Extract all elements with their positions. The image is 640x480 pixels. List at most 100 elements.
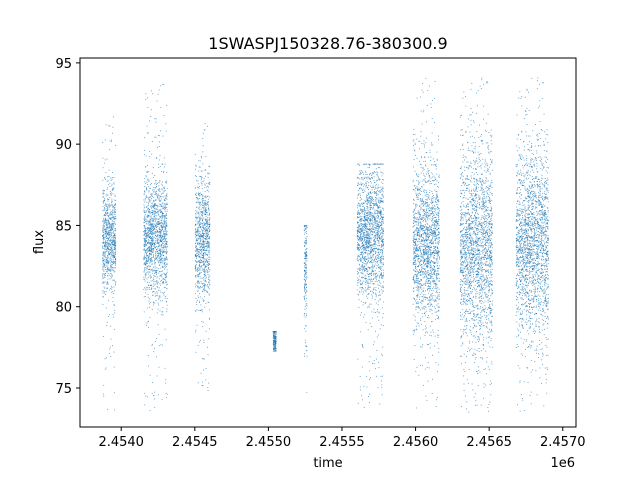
data-point xyxy=(146,227,148,229)
data-point xyxy=(372,256,374,258)
data-point xyxy=(199,186,201,187)
data-point xyxy=(368,274,369,275)
data-point xyxy=(364,237,366,239)
data-point xyxy=(151,193,153,194)
data-point xyxy=(362,210,364,212)
data-point xyxy=(105,291,107,292)
data-point xyxy=(161,216,163,218)
data-point xyxy=(149,256,151,258)
data-point xyxy=(165,207,167,209)
data-point xyxy=(375,312,376,314)
data-point xyxy=(207,201,209,203)
data-point xyxy=(304,240,306,242)
data-point xyxy=(111,201,113,203)
data-point xyxy=(144,257,146,259)
data-point xyxy=(146,179,148,181)
data-point xyxy=(165,275,167,277)
data-point xyxy=(372,271,374,273)
data-point xyxy=(164,263,166,265)
data-point xyxy=(155,199,157,201)
data-point xyxy=(369,199,371,201)
data-point xyxy=(165,253,167,255)
data-point xyxy=(195,245,197,247)
data-point xyxy=(365,231,367,233)
data-point xyxy=(206,222,208,224)
data-point xyxy=(369,253,371,255)
data-point xyxy=(195,351,197,353)
data-point xyxy=(369,172,371,174)
data-point xyxy=(305,278,307,280)
data-point xyxy=(196,165,198,167)
data-point xyxy=(367,245,369,247)
data-point xyxy=(197,229,199,231)
data-point xyxy=(364,234,366,236)
data-point xyxy=(359,173,361,175)
data-point xyxy=(371,215,373,217)
data-point xyxy=(356,258,358,260)
data-point xyxy=(151,245,152,247)
data-point xyxy=(305,272,307,273)
data-point xyxy=(303,296,305,298)
data-point xyxy=(200,277,202,279)
data-point xyxy=(151,209,153,211)
data-point xyxy=(160,280,162,282)
data-point xyxy=(105,213,107,215)
data-point xyxy=(369,267,371,269)
data-point xyxy=(163,262,165,264)
data-point xyxy=(377,316,379,318)
data-point xyxy=(378,242,380,244)
data-point xyxy=(165,282,167,284)
data-point xyxy=(106,270,108,272)
data-point xyxy=(205,216,207,218)
data-point xyxy=(150,253,152,255)
data-point xyxy=(361,291,363,293)
data-point xyxy=(306,226,308,228)
data-point xyxy=(373,236,375,238)
data-point xyxy=(202,246,203,248)
data-point xyxy=(113,116,114,118)
data-point xyxy=(156,375,158,377)
data-point xyxy=(144,212,146,214)
data-point xyxy=(370,178,371,180)
data-point xyxy=(376,276,378,278)
data-point xyxy=(361,259,363,261)
data-point xyxy=(375,232,377,234)
data-point xyxy=(199,255,201,257)
data-point xyxy=(382,227,384,229)
data-point xyxy=(359,292,361,294)
data-point xyxy=(275,348,276,350)
data-point xyxy=(163,234,165,236)
data-point xyxy=(162,292,164,294)
data-point xyxy=(152,206,153,208)
data-point xyxy=(195,248,197,250)
data-point xyxy=(197,216,199,218)
data-point xyxy=(306,313,308,315)
data-point xyxy=(207,236,209,238)
data-point xyxy=(369,224,371,226)
data-point xyxy=(376,281,378,283)
data-point xyxy=(208,317,210,319)
data-point xyxy=(154,271,156,273)
data-point xyxy=(381,227,383,229)
data-point xyxy=(201,176,203,178)
data-point xyxy=(163,232,165,234)
data-point xyxy=(379,191,381,193)
data-point xyxy=(150,221,152,223)
data-point xyxy=(152,224,154,226)
data-point xyxy=(367,329,369,331)
data-point xyxy=(148,229,150,231)
data-point xyxy=(373,240,375,241)
data-point xyxy=(204,260,206,262)
data-point xyxy=(108,262,109,264)
data-point xyxy=(369,222,371,224)
data-point xyxy=(365,247,367,249)
data-point xyxy=(144,239,146,241)
data-point xyxy=(208,274,210,276)
data-point xyxy=(305,342,306,344)
data-point xyxy=(379,201,381,203)
data-point xyxy=(198,192,199,194)
data-point xyxy=(148,227,150,229)
data-point xyxy=(150,242,152,244)
data-point xyxy=(198,160,200,162)
data-point xyxy=(305,252,307,254)
